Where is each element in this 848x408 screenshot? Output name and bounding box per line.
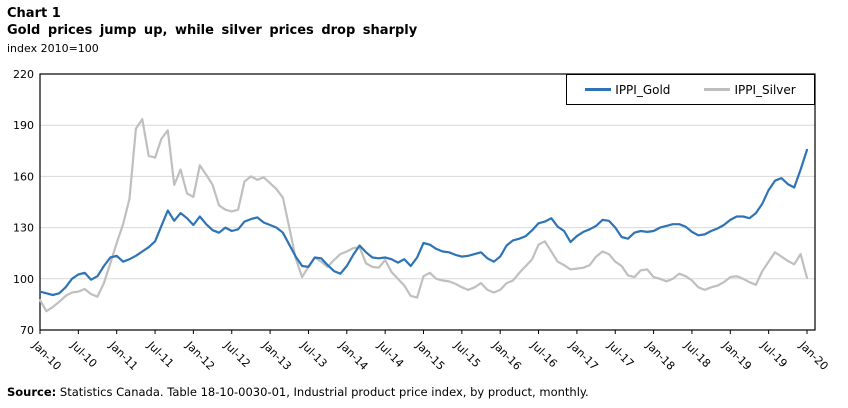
x-axis-tick-label: Jan-17 — [566, 338, 601, 373]
silver-line-sample-icon — [704, 88, 731, 91]
y-axis-tick-label: 100 — [13, 273, 34, 286]
source-prefix: Source: — [7, 385, 57, 399]
x-axis-tick-label: Jan-20 — [796, 338, 831, 373]
x-axis-tick-label: Jan-12 — [183, 338, 218, 373]
x-axis-tick-label: Jul-18 — [681, 338, 713, 370]
legend-item-silver: IPPI_Silver — [704, 82, 796, 97]
chart-title: Gold prices jump up, while silver prices… — [7, 23, 418, 38]
y-axis-tick-label: 160 — [13, 170, 34, 183]
legend-label-gold: IPPI_Gold — [615, 82, 671, 97]
series-line-ippi_gold — [38, 148, 809, 297]
x-axis-tick-label: Jan-15 — [413, 338, 448, 373]
x-axis-tick-label: Jan-16 — [489, 338, 524, 373]
x-axis-tick-label: Jul-19 — [758, 338, 790, 370]
x-axis-tick-label: Jul-17 — [604, 338, 636, 370]
plot-frame — [39, 73, 816, 331]
x-axis-tick-label: Jan-13 — [259, 338, 294, 373]
x-axis-tick-label: Jul-10 — [68, 338, 100, 370]
legend-item-gold: IPPI_Gold — [585, 83, 670, 97]
x-axis-tick-label: Jul-11 — [144, 338, 176, 370]
x-axis-tick-label: Jan-19 — [719, 338, 754, 373]
y-axis-tick-label: 190 — [13, 119, 34, 132]
gold-line-sample-icon — [585, 88, 612, 91]
x-axis-tick-label: Jul-14 — [374, 338, 406, 370]
chart-number-label: Chart 1 — [7, 6, 61, 21]
x-axis-tick-label: Jan-18 — [643, 338, 678, 373]
axis-unit-label: index 2010=100 — [7, 42, 99, 55]
x-axis-tick-label: Jul-16 — [528, 338, 560, 370]
y-axis-tick-label: 220 — [13, 68, 34, 81]
x-axis-tick-label: Jan-14 — [336, 338, 371, 373]
series-line-ippi_silver — [38, 118, 809, 313]
x-axis-tick-label: Jan-10 — [29, 338, 64, 373]
legend-label-silver: IPPI_Silver — [734, 82, 796, 97]
source-note: Source: Statistics Canada. Table 18-10-0… — [7, 385, 589, 399]
chart-header: Chart 1 Gold prices jump up, while silve… — [7, 5, 417, 56]
y-axis-tick-label: 130 — [13, 222, 34, 235]
x-axis-tick-label: Jul-13 — [298, 338, 330, 370]
x-axis-tick-label: Jan-11 — [106, 338, 141, 373]
y-axis-tick-label: 70 — [20, 324, 34, 337]
x-axis-tick-label: Jul-15 — [451, 338, 483, 370]
source-text: Statistics Canada. Table 18-10-0030-01, … — [56, 385, 589, 399]
x-axis-tick-label: Jul-12 — [221, 338, 253, 370]
legend: IPPI_Gold IPPI_Silver — [566, 74, 815, 105]
